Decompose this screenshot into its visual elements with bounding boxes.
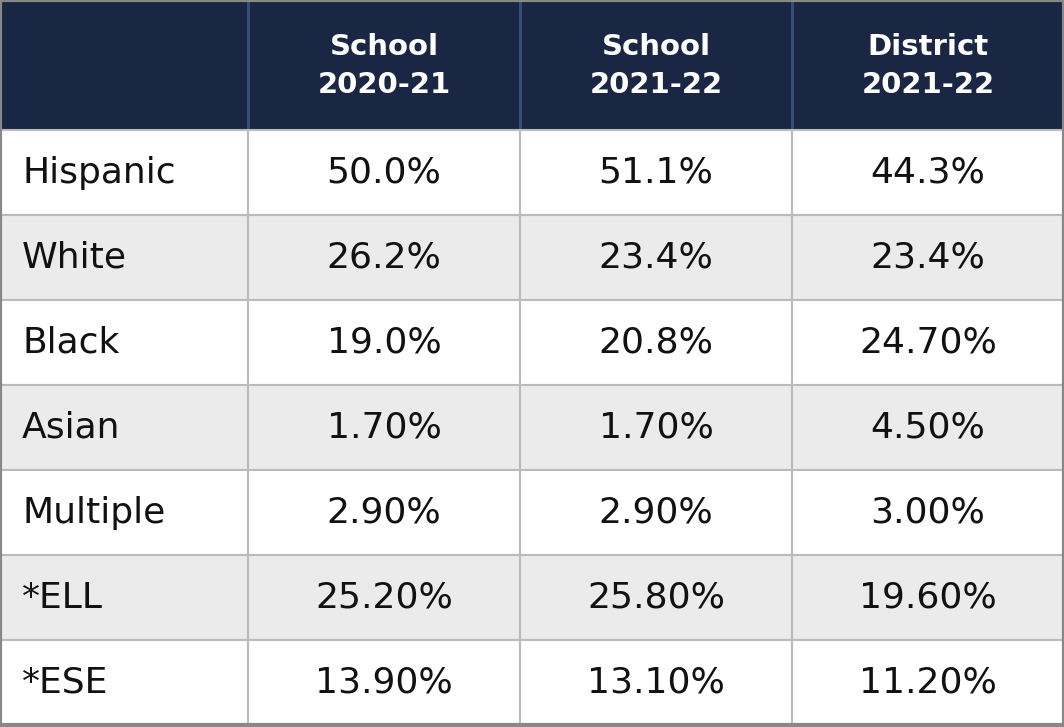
- Bar: [0, 640, 248, 725]
- Bar: [792, 0, 1064, 130]
- Text: Black: Black: [22, 326, 119, 359]
- Text: 2.90%: 2.90%: [599, 496, 713, 529]
- Bar: [248, 300, 520, 385]
- Bar: [792, 555, 1064, 640]
- Text: 23.4%: 23.4%: [870, 241, 985, 275]
- Text: 23.4%: 23.4%: [599, 241, 714, 275]
- Text: 1.70%: 1.70%: [599, 411, 714, 444]
- Bar: [792, 130, 1064, 215]
- Bar: [248, 470, 520, 555]
- Bar: [0, 130, 248, 215]
- Text: School: School: [601, 33, 711, 61]
- Bar: [520, 555, 792, 640]
- Bar: [248, 130, 520, 215]
- Text: 25.20%: 25.20%: [315, 580, 453, 614]
- Text: 13.10%: 13.10%: [587, 665, 725, 699]
- Text: 25.80%: 25.80%: [587, 580, 725, 614]
- Text: Asian: Asian: [22, 411, 120, 444]
- Text: 24.70%: 24.70%: [859, 326, 997, 359]
- Bar: [792, 640, 1064, 725]
- Bar: [248, 385, 520, 470]
- Text: 51.1%: 51.1%: [599, 156, 714, 190]
- Text: 19.0%: 19.0%: [327, 326, 442, 359]
- Bar: [0, 470, 248, 555]
- Text: 2021-22: 2021-22: [589, 71, 722, 99]
- Text: 13.90%: 13.90%: [315, 665, 453, 699]
- Bar: [520, 385, 792, 470]
- Bar: [792, 470, 1064, 555]
- Bar: [520, 300, 792, 385]
- Bar: [520, 130, 792, 215]
- Bar: [248, 555, 520, 640]
- Text: 3.00%: 3.00%: [870, 496, 985, 529]
- Bar: [520, 470, 792, 555]
- Text: *ELL: *ELL: [22, 580, 103, 614]
- Bar: [520, 215, 792, 300]
- Bar: [0, 385, 248, 470]
- Text: 44.3%: 44.3%: [870, 156, 985, 190]
- Bar: [792, 300, 1064, 385]
- Text: 2020-21: 2020-21: [317, 71, 451, 99]
- Text: 19.60%: 19.60%: [859, 580, 997, 614]
- Bar: [0, 215, 248, 300]
- Text: District: District: [867, 33, 988, 61]
- Text: Multiple: Multiple: [22, 496, 165, 529]
- Text: 2.90%: 2.90%: [327, 496, 442, 529]
- Bar: [0, 555, 248, 640]
- Bar: [248, 215, 520, 300]
- Bar: [248, 0, 520, 130]
- Text: 4.50%: 4.50%: [870, 411, 985, 444]
- Bar: [792, 215, 1064, 300]
- Text: Hispanic: Hispanic: [22, 156, 176, 190]
- Bar: [792, 385, 1064, 470]
- Text: 20.8%: 20.8%: [598, 326, 714, 359]
- Text: School: School: [330, 33, 438, 61]
- Text: *ESE: *ESE: [22, 665, 109, 699]
- Text: 26.2%: 26.2%: [327, 241, 442, 275]
- Text: 2021-22: 2021-22: [862, 71, 995, 99]
- Text: 11.20%: 11.20%: [859, 665, 997, 699]
- Text: 1.70%: 1.70%: [327, 411, 442, 444]
- Bar: [520, 0, 792, 130]
- Bar: [520, 640, 792, 725]
- Text: 50.0%: 50.0%: [327, 156, 442, 190]
- Bar: [0, 0, 248, 130]
- Bar: [0, 300, 248, 385]
- Bar: [248, 640, 520, 725]
- Text: White: White: [22, 241, 127, 275]
